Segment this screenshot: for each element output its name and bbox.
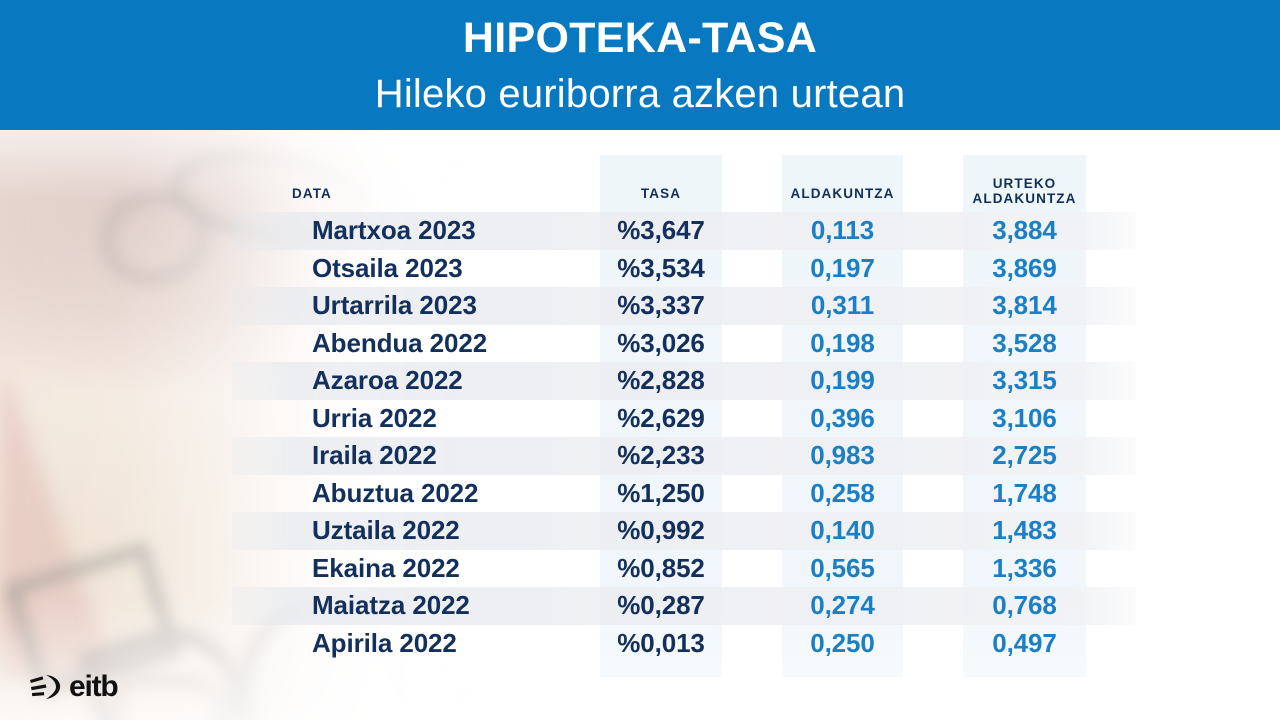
column-header-data: DATA bbox=[292, 186, 332, 201]
table-row: Otsaila 2023 %3,534 0,197 3,869 bbox=[232, 250, 1136, 288]
cell-urteko-aldakuntza: 1,483 bbox=[992, 515, 1057, 545]
cell-tasa: %2,629 bbox=[617, 402, 705, 433]
cell-aldakuntza: 0,258 bbox=[810, 477, 875, 508]
table-row: Urtarrila 2023 %3,337 0,311 3,814 bbox=[232, 287, 1136, 325]
cell-tasa: %0,013 bbox=[617, 627, 705, 658]
cell-aldakuntza: 0,199 bbox=[810, 365, 875, 395]
cell-tasa: %3,647 bbox=[617, 215, 705, 245]
column-header-urteko-line2: ALDAKUNTZA bbox=[972, 191, 1077, 206]
column-header-aldakuntza: ALDAKUNTZA bbox=[790, 186, 895, 201]
table-row: Maiatza 2022 %0,287 0,274 0,768 bbox=[232, 587, 1136, 625]
cell-tasa: %3,534 bbox=[617, 252, 705, 283]
cell-urteko-aldakuntza: 3,315 bbox=[992, 365, 1057, 395]
cell-urteko-aldakuntza: 3,814 bbox=[992, 290, 1057, 320]
cell-tasa: %2,828 bbox=[617, 365, 705, 395]
cell-date: Ekaina 2022 bbox=[312, 552, 460, 583]
table-row: Abuztua 2022 %1,250 0,258 1,748 bbox=[232, 475, 1136, 513]
cell-aldakuntza: 0,274 bbox=[810, 590, 875, 620]
cell-tasa: %0,852 bbox=[617, 552, 705, 583]
table-row: Urria 2022 %2,629 0,396 3,106 bbox=[232, 400, 1136, 438]
cell-date: Otsaila 2023 bbox=[312, 252, 463, 283]
cell-tasa: %0,287 bbox=[617, 590, 705, 620]
cell-date: Abuztua 2022 bbox=[312, 477, 479, 508]
table-row: Martxoa 2023 %3,647 0,113 3,884 bbox=[232, 212, 1136, 250]
cell-aldakuntza: 0,140 bbox=[810, 515, 875, 545]
cell-urteko-aldakuntza: 1,336 bbox=[992, 552, 1057, 583]
column-header-tasa: TASA bbox=[640, 186, 682, 201]
cell-date: Urtarrila 2023 bbox=[312, 290, 477, 320]
table-row: Abendua 2022 %3,026 0,198 3,528 bbox=[232, 325, 1136, 363]
header-banner: HIPOTEKA-TASA Hileko euriborra azken urt… bbox=[0, 0, 1280, 130]
table-row: Apirila 2022 %0,013 0,250 0,497 bbox=[232, 625, 1136, 663]
cell-date: Apirila 2022 bbox=[312, 627, 457, 658]
cell-date: Iraila 2022 bbox=[312, 440, 437, 470]
cell-date: Azaroa 2022 bbox=[312, 365, 463, 395]
eitb-logo-text: eitb bbox=[69, 670, 119, 703]
cell-aldakuntza: 0,197 bbox=[810, 252, 875, 283]
cell-tasa: %0,992 bbox=[617, 515, 705, 545]
cell-urteko-aldakuntza: 1,748 bbox=[992, 477, 1057, 508]
column-header-urteko-line1: URTEKO bbox=[992, 176, 1057, 191]
cell-aldakuntza: 0,250 bbox=[810, 627, 875, 658]
eitb-logo-icon bbox=[30, 675, 61, 699]
cell-aldakuntza: 0,396 bbox=[810, 402, 875, 433]
table-row: Ekaina 2022 %0,852 0,565 1,336 bbox=[232, 550, 1136, 588]
table-row: Azaroa 2022 %2,828 0,199 3,315 bbox=[232, 362, 1136, 400]
cell-tasa: %3,026 bbox=[617, 327, 705, 358]
eitb-logo: eitb bbox=[30, 670, 119, 703]
table-row: Iraila 2022 %2,233 0,983 2,725 bbox=[232, 437, 1136, 475]
cell-date: Martxoa 2023 bbox=[312, 215, 476, 245]
cell-aldakuntza: 0,565 bbox=[810, 552, 875, 583]
cell-aldakuntza: 0,983 bbox=[810, 440, 875, 470]
cell-aldakuntza: 0,198 bbox=[810, 327, 875, 358]
cell-date: Urria 2022 bbox=[312, 402, 437, 433]
page-subtitle: Hileko euriborra azken urtean bbox=[374, 72, 906, 116]
data-table: DATA TASA ALDAKUNTZA URTEKO ALDAKUNTZA M… bbox=[232, 150, 1136, 677]
table-body: Martxoa 2023 %3,647 0,113 3,884 Otsaila 2023… bbox=[232, 212, 1136, 662]
cell-urteko-aldakuntza: 2,725 bbox=[992, 440, 1057, 470]
cell-date: Uztaila 2022 bbox=[312, 515, 460, 545]
cell-urteko-aldakuntza: 3,528 bbox=[992, 327, 1057, 358]
cell-urteko-aldakuntza: 0,497 bbox=[992, 627, 1057, 658]
cell-aldakuntza: 0,311 bbox=[810, 290, 875, 320]
cell-date: Maiatza 2022 bbox=[312, 590, 470, 620]
cell-tasa: %3,337 bbox=[617, 290, 705, 320]
cell-urteko-aldakuntza: 3,869 bbox=[992, 252, 1057, 283]
cell-urteko-aldakuntza: 3,884 bbox=[992, 215, 1057, 245]
cell-date: Abendua 2022 bbox=[312, 327, 488, 358]
cell-urteko-aldakuntza: 3,106 bbox=[992, 402, 1057, 433]
cell-tasa: %2,233 bbox=[617, 440, 705, 470]
page-title: HIPOTEKA-TASA bbox=[462, 14, 818, 62]
table-row: Uztaila 2022 %0,992 0,140 1,483 bbox=[232, 512, 1136, 550]
table-header-row: DATA TASA ALDAKUNTZA URTEKO ALDAKUNTZA bbox=[232, 150, 1136, 212]
column-header-urteko-aldakuntza: URTEKO ALDAKUNTZA bbox=[963, 176, 1086, 206]
cell-tasa: %1,250 bbox=[617, 477, 705, 508]
cell-urteko-aldakuntza: 0,768 bbox=[992, 590, 1057, 620]
cell-aldakuntza: 0,113 bbox=[810, 215, 875, 245]
